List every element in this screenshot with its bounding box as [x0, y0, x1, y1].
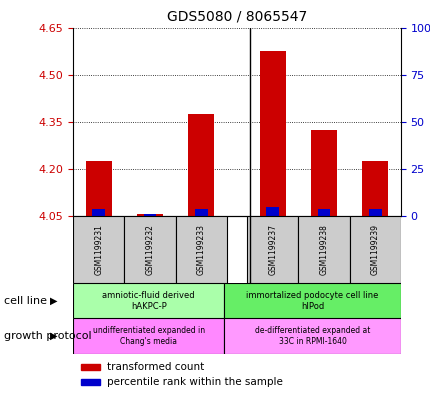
Bar	[81, 379, 100, 385]
Text: GSM1199238: GSM1199238	[319, 224, 328, 275]
Bar	[73, 318, 224, 354]
Bar	[349, 216, 400, 283]
Text: growth protocol: growth protocol	[4, 331, 92, 341]
Text: undifferentiated expanded in
Chang's media: undifferentiated expanded in Chang's med…	[92, 326, 204, 346]
Title: GDS5080 / 8065547: GDS5080 / 8065547	[166, 9, 307, 24]
Text: GSM1199232: GSM1199232	[145, 224, 154, 275]
Bar	[86, 161, 111, 216]
Bar	[73, 216, 124, 283]
Text: percentile rank within the sample: percentile rank within the sample	[107, 377, 282, 387]
Bar	[259, 51, 285, 216]
Text: ▶: ▶	[50, 296, 58, 306]
Text: ▶: ▶	[50, 331, 58, 341]
Text: GSM1199237: GSM1199237	[268, 224, 277, 275]
Bar	[175, 216, 226, 283]
Bar	[194, 209, 207, 216]
Bar	[224, 318, 400, 354]
Bar	[310, 130, 336, 216]
Bar	[188, 114, 214, 216]
Bar	[247, 216, 298, 283]
Bar	[298, 216, 349, 283]
Bar	[81, 364, 100, 370]
Text: de-differentiated expanded at
33C in RPMI-1640: de-differentiated expanded at 33C in RPM…	[254, 326, 369, 346]
Bar	[224, 283, 400, 318]
Bar	[124, 216, 175, 283]
Text: GSM1199239: GSM1199239	[370, 224, 379, 275]
Text: GSM1199233: GSM1199233	[196, 224, 205, 275]
Text: cell line: cell line	[4, 296, 47, 306]
Bar	[266, 207, 279, 216]
Bar	[137, 214, 163, 216]
Text: transformed count: transformed count	[107, 362, 204, 372]
Text: GSM1199231: GSM1199231	[94, 224, 103, 275]
Bar	[368, 209, 381, 216]
Bar	[143, 214, 156, 216]
Bar	[362, 161, 387, 216]
Text: immortalized podocyte cell line
hIPod: immortalized podocyte cell line hIPod	[246, 290, 378, 311]
Bar	[73, 283, 224, 318]
Bar	[317, 209, 330, 216]
Bar	[92, 209, 105, 216]
Text: amniotic-fluid derived
hAKPC-P: amniotic-fluid derived hAKPC-P	[102, 290, 195, 311]
